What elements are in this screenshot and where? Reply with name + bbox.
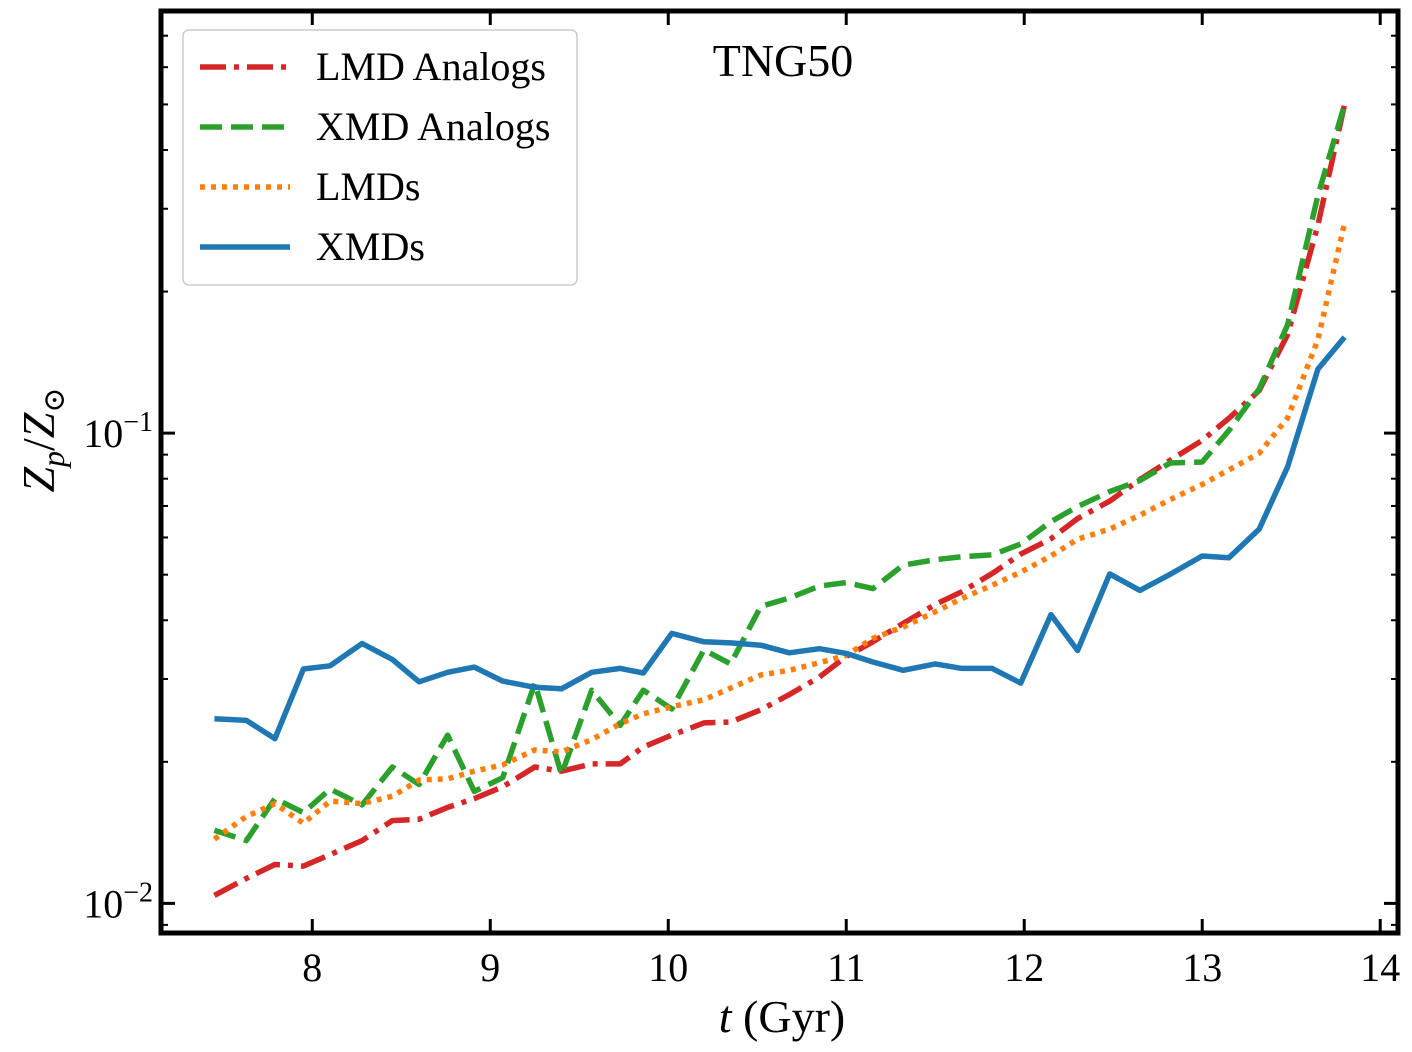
x-tick-label: 8	[302, 945, 322, 990]
series-layer	[212, 103, 1348, 898]
x-axis-label: t (Gyr)	[719, 991, 845, 1042]
x-axis-label-var: t	[719, 991, 733, 1042]
legend-label-xmd-analogs: XMD Analogs	[316, 104, 550, 149]
x-tick-label: 12	[1004, 945, 1044, 990]
legend-label-lmd-analogs: LMD Analogs	[316, 44, 546, 89]
x-tick-label: 9	[480, 945, 500, 990]
y-label-base: Z	[13, 467, 64, 493]
series-line-xmds	[214, 335, 1347, 742]
x-tick-label: 13	[1182, 945, 1222, 990]
y-tick-label-base: 10	[83, 411, 123, 456]
legend-box	[182, 29, 578, 286]
x-tick-label: 11	[827, 945, 866, 990]
y-axis-label-text: Zp/Z⊙	[13, 387, 71, 492]
y-label-den: Z	[13, 412, 64, 438]
y-tick-label: 10−1	[83, 407, 153, 456]
x-tick-label: 14	[1360, 945, 1400, 990]
x-tick-label: 10	[648, 945, 688, 990]
chart-title: TNG50	[713, 35, 854, 86]
y-label-den-sub: ⊙	[38, 387, 71, 412]
y-label-slash: /	[13, 438, 64, 451]
y-label-sub: p	[35, 451, 71, 469]
legend-entries: LMD Analogs XMD Analogs LMDs XMDs	[200, 44, 550, 269]
legend-label-xmds: XMDs	[316, 224, 425, 269]
y-tick-label: 10−2	[83, 877, 153, 926]
y-tick-label-base: 10	[83, 881, 123, 926]
series-line-xmd-analogs	[213, 103, 1348, 844]
legend: LMD Analogs XMD Analogs LMDs XMDs	[182, 29, 578, 286]
plot-frame	[158, 8, 1401, 936]
x-axis-label-unit: (Gyr)	[732, 991, 846, 1042]
y-axis-label: Zp/Z⊙	[13, 387, 71, 492]
legend-label-lmds: LMDs	[316, 164, 420, 209]
y-tick-label-exp: −2	[123, 877, 153, 908]
series-line-lmds	[212, 222, 1348, 842]
y-tick-label-exp: −1	[123, 407, 153, 438]
